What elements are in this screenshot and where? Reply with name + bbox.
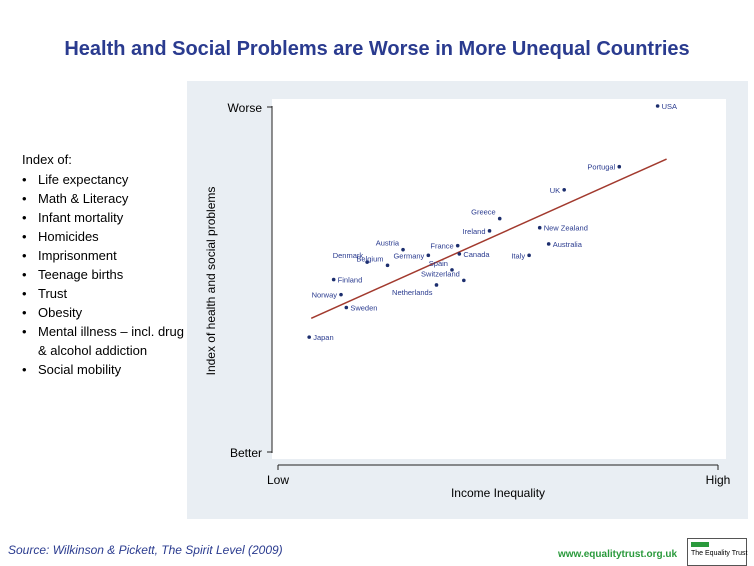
x-axis-label: Income Inequality [451,486,545,500]
index-item: Imprisonment [22,246,192,265]
point-label-new-zealand: New Zealand [544,224,588,233]
point-switzerland [462,278,466,283]
point-usa [655,104,660,108]
y-axis-label: Index of health and social problems [204,187,218,376]
point-austria [401,247,405,252]
point-japan [307,335,311,339]
point-label-usa: USA [662,102,677,111]
point-label-norway: Norway [312,291,338,300]
point-finland [331,277,336,282]
index-item: Trust [22,284,192,303]
point-label-switzerland: Switzerland [421,269,460,278]
point-label-finland: Finland [338,276,363,285]
index-item: Mental illness – incl. drug & alcohol ad… [22,322,192,360]
point-italy [527,253,531,258]
point-france [455,243,460,248]
index-list: Index of: Life expectancy Math & Literac… [22,150,192,379]
point-germany [426,253,431,258]
trend-line [310,158,667,320]
point-sweden [344,305,349,310]
point-uk [562,187,566,192]
point-label-italy: Italy [511,251,525,260]
chart-title: Health and Social Problems are Worse in … [64,38,690,60]
equality-trust-logo: The Equality Trust [687,538,747,566]
point-label-greece: Greece [471,208,496,217]
point-label-denmark: Denmark [333,251,364,260]
point-spain [450,268,454,272]
index-item: Math & Literacy [22,189,192,208]
point-label-germany: Germany [393,251,424,260]
point-australia [546,242,551,246]
index-items: Life expectancy Math & Literacy Infant m… [22,170,192,379]
point-greece [497,216,502,221]
point-label-france: France [430,242,453,251]
logo-text: The Equality Trust [691,550,748,557]
index-item: Homicides [22,227,192,246]
index-item: Obesity [22,303,192,322]
index-item: Life expectancy [22,170,192,189]
website-link[interactable]: www.equalitytrust.org.uk [558,549,678,560]
point-label-sweden: Sweden [350,303,377,312]
scatter-chart: Worse Better Low High Income Inequality … [204,99,731,500]
x-tick-label-high: High [706,473,731,487]
index-item: Social mobility [22,360,192,379]
point-netherlands [434,283,439,287]
point-canada [457,252,462,256]
point-denmark [365,260,369,264]
point-label-canada: Canada [463,250,490,259]
point-label-netherlands: Netherlands [392,288,433,297]
point-portugal [617,164,622,169]
trend-layer [310,158,667,320]
point-label-ireland: Ireland [463,227,486,236]
plot-area [272,99,726,459]
point-ireland [487,229,492,233]
x-tick-label-low: Low [267,473,289,487]
point-label-japan: Japan [313,333,333,342]
index-item: Infant mortality [22,208,192,227]
point-label-australia: Australia [553,240,583,249]
points-layer: USA Portugal UK New Zealand Greece Ireland Aus… [307,102,677,342]
point-label-spain: Spain [429,259,448,268]
plot-panel: Worse Better Low High Income Inequality … [187,81,748,519]
point-new-zealand [537,225,542,230]
point-label-portugal: Portugal [587,163,615,172]
point-label-belgium: Belgium [356,254,383,263]
point-label-austria: Austria [376,239,400,248]
point-norway [339,292,343,297]
index-heading: Index of: [22,152,72,167]
logo-bar [691,542,709,547]
point-belgium [385,263,390,268]
y-tick-label-worse: Worse [228,101,263,115]
source-citation: Source: Wilkinson & Pickett, The Spirit … [8,543,283,557]
point-label-uk: UK [550,186,560,195]
y-tick-label-better: Better [230,446,262,460]
index-item: Teenage births [22,265,192,284]
